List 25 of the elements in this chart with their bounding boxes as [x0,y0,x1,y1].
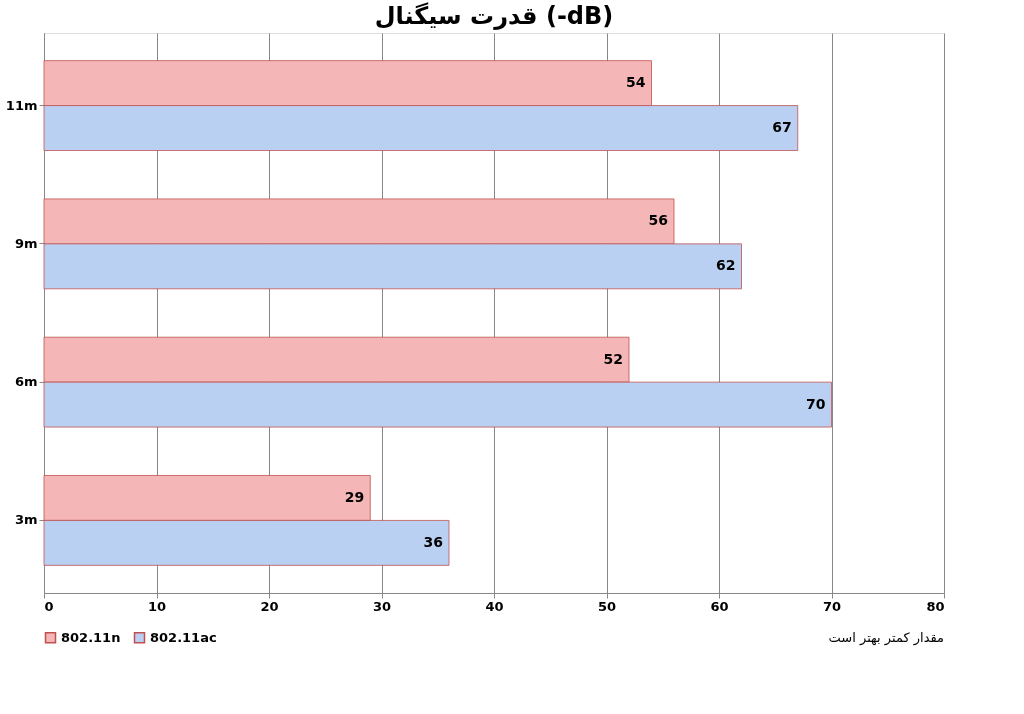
x-tick-label: 80 [926,598,945,614]
x-tick-label: 0 [44,598,54,614]
x-tick-label: 30 [372,598,392,614]
y-tick-label: 11m [5,97,38,113]
x-tick-label: 70 [822,598,842,614]
data-label: 62 [716,257,736,274]
x-tick-label: 50 [597,598,617,614]
data-label: 70 [806,395,826,412]
x-tick-label: 40 [485,598,504,614]
x-tick-label: 10 [147,598,167,614]
text: مقدار کمتر بهتر است [828,630,944,646]
legend-label: 802.11n [61,629,121,645]
y-tick-label: 6m [14,374,38,390]
x-tick-label: 60 [710,598,729,614]
data-label: 67 [772,119,792,136]
chart-title: قدرت سیگنال (-dB) [374,2,614,30]
y-tick-label: 3m [14,512,38,528]
y-tick-label: 9m [14,235,38,251]
data-label: 54 [626,74,646,91]
data-label: 29 [344,488,365,505]
data-label: 36 [423,533,443,550]
data-label: 52 [603,350,623,367]
x-tick-label: 20 [260,598,279,614]
data-label: 56 [648,212,668,229]
legend-label: 802.11ac [150,629,217,645]
